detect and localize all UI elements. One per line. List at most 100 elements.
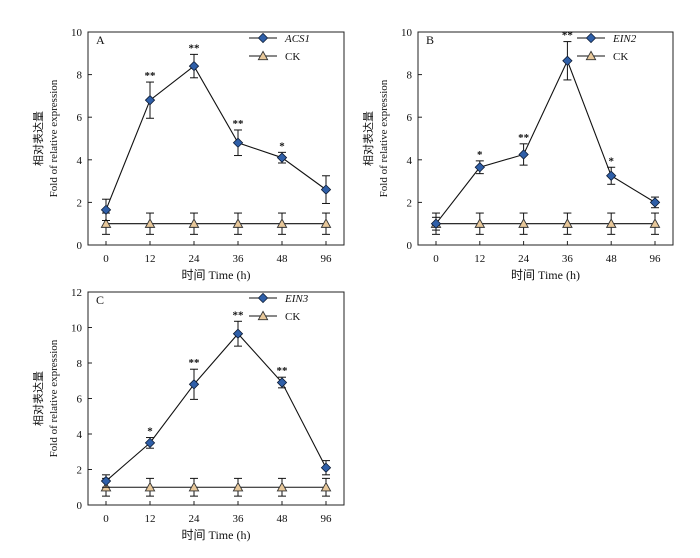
x-axis-title: 时间 Time (h) — [182, 268, 251, 282]
x-tick-label: 24 — [518, 253, 530, 265]
data-point — [320, 218, 332, 228]
data-point — [232, 481, 244, 492]
legend-marker — [257, 292, 269, 304]
data-point — [649, 197, 661, 208]
significance-label: ** — [233, 118, 245, 130]
x-tick-label: 12 — [145, 253, 156, 265]
data-point — [188, 218, 200, 228]
y-tick-label: 10 — [401, 27, 413, 39]
data-point — [100, 218, 112, 228]
data-point — [320, 184, 332, 195]
data-point — [144, 218, 156, 228]
data-point — [276, 481, 288, 492]
series-ck — [100, 477, 332, 497]
data-point — [144, 94, 156, 106]
significance-label: ** — [233, 309, 245, 321]
data-point — [605, 218, 617, 228]
y-tick-label: 4 — [407, 155, 413, 167]
x-tick-label: 12 — [474, 253, 485, 265]
data-point — [518, 218, 529, 228]
x-tick-label: 96 — [321, 253, 333, 265]
legend-label: ACS1 — [284, 33, 310, 45]
x-tick-label: 24 — [189, 513, 201, 525]
y-tick-label: 12 — [71, 287, 82, 299]
y-tick-label: 8 — [77, 358, 83, 370]
data-point — [144, 481, 156, 492]
y-tick-label: 10 — [71, 323, 83, 335]
series-line — [105, 332, 327, 482]
series-ck — [100, 212, 332, 235]
y-axis-title-cn: 相对表达量 — [31, 371, 45, 426]
data-point — [562, 218, 573, 228]
significance-label: ** — [518, 132, 530, 144]
data-point — [188, 481, 200, 492]
x-tick-label: 96 — [321, 513, 333, 525]
x-tick-label: 0 — [103, 513, 109, 525]
data-point — [518, 149, 529, 160]
significance-label: ** — [562, 30, 574, 42]
x-tick-label: 12 — [145, 513, 156, 525]
significance-label: * — [608, 155, 614, 167]
legend-item-ck: CK — [249, 50, 300, 63]
data-point — [320, 481, 332, 492]
y-tick-label: 8 — [407, 70, 413, 82]
y-axis-title-en: Fold of relative expression — [378, 79, 390, 197]
legend-label: CK — [285, 51, 300, 63]
series-line — [435, 59, 656, 225]
data-point — [144, 437, 156, 449]
significance-label: * — [279, 140, 285, 152]
y-axis-title-en: Fold of relative expression — [48, 79, 60, 197]
legend-label: EIN3 — [284, 293, 309, 305]
significance-label: * — [147, 426, 153, 438]
y-tick-label: 2 — [77, 465, 83, 477]
series-ck — [430, 212, 661, 235]
legend-item-acs1: ACS1 — [249, 32, 310, 45]
y-tick-label: 6 — [77, 112, 83, 124]
data-point — [232, 137, 244, 148]
panel-label: C — [96, 293, 104, 307]
y-tick-label: 8 — [77, 70, 83, 82]
x-tick-label: 36 — [562, 253, 574, 265]
legend-label: CK — [613, 51, 628, 63]
data-point — [100, 475, 112, 487]
x-tick-label: 36 — [233, 253, 245, 265]
y-tick-label: 6 — [407, 112, 413, 124]
data-point — [649, 218, 661, 228]
series-ein3: ******* — [100, 309, 332, 488]
x-axis-title: 时间 Time (h) — [511, 268, 580, 282]
significance-label: ** — [189, 42, 201, 54]
y-axis-title-cn: 相对表达量 — [31, 111, 45, 166]
y-tick-label: 10 — [71, 27, 83, 39]
data-point — [606, 170, 617, 181]
data-point — [474, 218, 486, 228]
y-tick-label: 4 — [77, 155, 83, 167]
data-point — [430, 218, 442, 229]
plot-frame — [417, 31, 674, 246]
data-point — [474, 162, 485, 173]
x-axis-title: 时间 Time (h) — [182, 528, 251, 542]
data-point — [188, 60, 200, 72]
y-tick-label: 6 — [77, 394, 83, 406]
data-point — [232, 328, 244, 339]
x-tick-label: 0 — [433, 253, 439, 265]
significance-label: ** — [277, 365, 289, 377]
data-point — [276, 152, 288, 163]
data-point — [232, 218, 244, 228]
y-tick-label: 0 — [407, 240, 413, 252]
legend-label: EIN2 — [612, 33, 637, 45]
data-point — [276, 218, 288, 228]
series-line — [105, 65, 327, 211]
x-tick-label: 24 — [189, 253, 201, 265]
y-tick-label: 2 — [407, 197, 413, 209]
legend-item-ck: CK — [249, 310, 300, 323]
legend-marker — [585, 32, 597, 44]
significance-label: ** — [145, 70, 157, 82]
x-tick-label: 36 — [233, 513, 245, 525]
series-acs1: ******* — [100, 42, 332, 222]
legend-label: CK — [285, 311, 300, 323]
y-axis-title-en: Fold of relative expression — [48, 339, 60, 457]
